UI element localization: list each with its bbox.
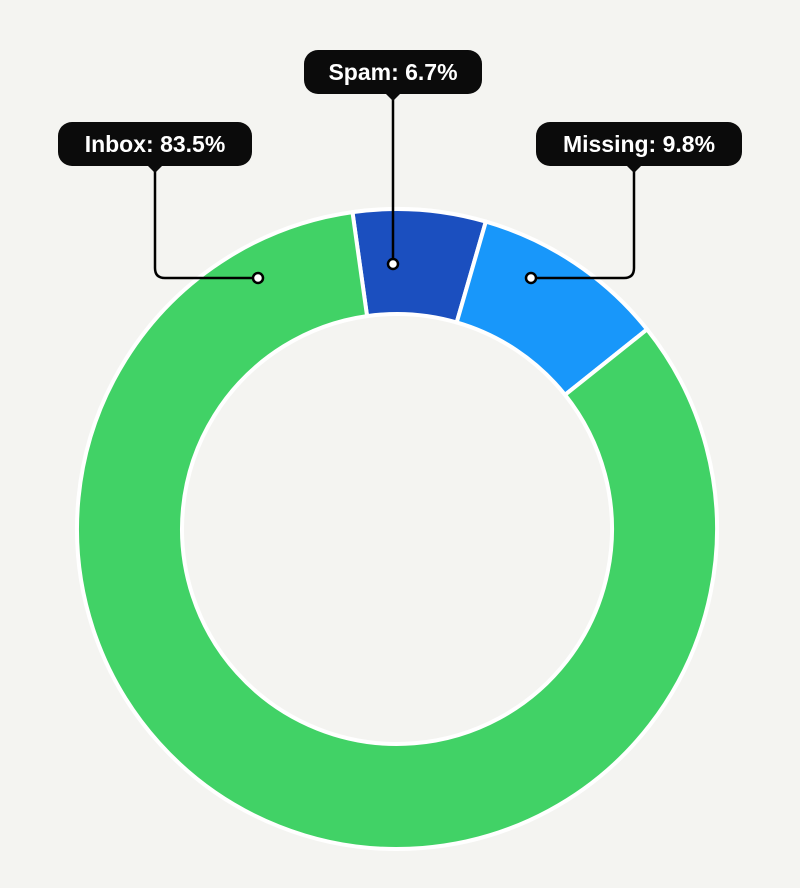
marker-dot-spam [386,257,400,271]
callout-missing: Missing: 9.8% [524,122,742,285]
slice-callouts: Inbox: 83.5% Spam: 6.7% Missing: 9.8% [58,50,742,285]
marker-dot-inbox [251,271,265,285]
label-pointer-inbox [147,165,163,173]
label-text-missing: Missing: 9.8% [563,131,715,157]
callout-spam: Spam: 6.7% [304,50,482,271]
label-box-spam [304,50,482,94]
slice-inbox [75,210,719,851]
label-text-inbox: Inbox: 83.5% [85,131,226,157]
label-box-missing [536,122,742,166]
leader-line-missing [531,166,636,280]
label-box-inbox [58,122,252,166]
label-pointer-spam [385,93,401,101]
label-text-spam: Spam: 6.7% [328,59,457,85]
label-pointer-missing [626,165,642,173]
callout-inbox: Inbox: 83.5% [58,122,265,285]
marker-dot-missing [524,271,538,285]
leader-line-inbox [153,166,258,280]
donut-slices [75,207,719,851]
